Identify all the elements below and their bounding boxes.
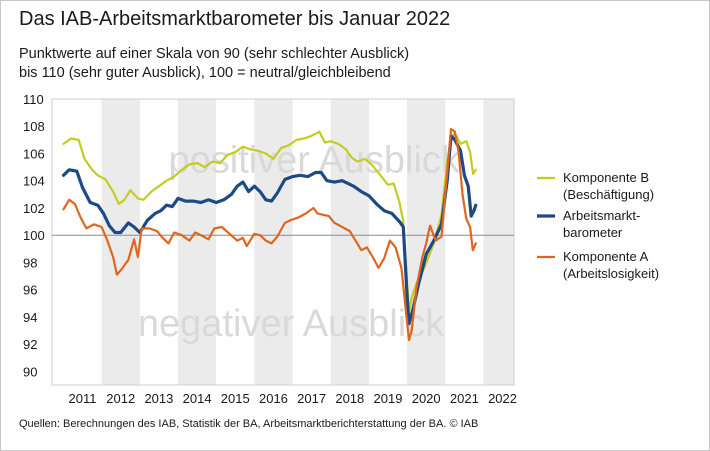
x-tick-label: 2018	[335, 391, 364, 406]
x-tick-label: 2016	[259, 391, 288, 406]
x-tick-label: 2014	[183, 391, 212, 406]
y-tick-label: 96	[23, 283, 37, 298]
watermark-negative: negativer Ausblick	[138, 303, 445, 345]
x-tick-label: 2015	[221, 391, 250, 406]
legend-label: Komponente A	[563, 249, 649, 264]
subtitle-line-2: bis 110 (sehr guter Ausblick), 100 = neu…	[19, 65, 391, 81]
y-tick-label: 106	[23, 146, 45, 161]
source-note: Quellen: Berechnungen des IAB, Statistik…	[19, 418, 479, 430]
plot-area-border	[51, 98, 515, 386]
legend-label: (Arbeitslosigkeit)	[563, 266, 659, 281]
legend-label: barometer	[563, 225, 623, 240]
series-line-3	[62, 127, 477, 342]
x-tick-label: 2019	[374, 391, 403, 406]
x-tick-label: 2012	[106, 391, 135, 406]
y-tick-label: 92	[23, 337, 37, 352]
subtitle-line-1: Punktwerte auf einer Skala von 90 (sehr …	[19, 46, 410, 62]
x-tick-label: 2022	[488, 391, 517, 406]
x-tick-label: 2011	[69, 391, 97, 406]
legend-label: Komponente B	[563, 170, 649, 185]
y-tick-label: 98	[23, 255, 37, 270]
chart-subtitle: Punktwerte auf einer Skala von 90 (sehr …	[19, 45, 409, 83]
y-tick-label: 104	[23, 174, 45, 189]
chart-title: Das IAB-Arbeitsmarktbarometer bis Januar…	[19, 8, 451, 30]
y-tick-label: 100	[23, 228, 45, 243]
year-band	[483, 99, 514, 385]
x-tick-label: 2017	[297, 391, 326, 406]
x-tick-label: 2020	[412, 391, 441, 406]
y-tick-label: 90	[23, 364, 37, 379]
y-tick-label: 110	[23, 92, 44, 107]
y-tick-label: 102	[23, 201, 45, 216]
legend-label: Arbeitsmarkt-	[563, 208, 640, 223]
x-tick-label: 2021	[450, 391, 479, 406]
series-line-2	[61, 134, 478, 326]
legend-label: (Beschäftigung)	[563, 187, 654, 202]
y-tick-label: 108	[23, 119, 45, 134]
x-tick-label: 2013	[144, 391, 173, 406]
y-tick-label: 94	[23, 310, 37, 325]
year-band	[178, 99, 217, 385]
year-band	[330, 99, 369, 385]
